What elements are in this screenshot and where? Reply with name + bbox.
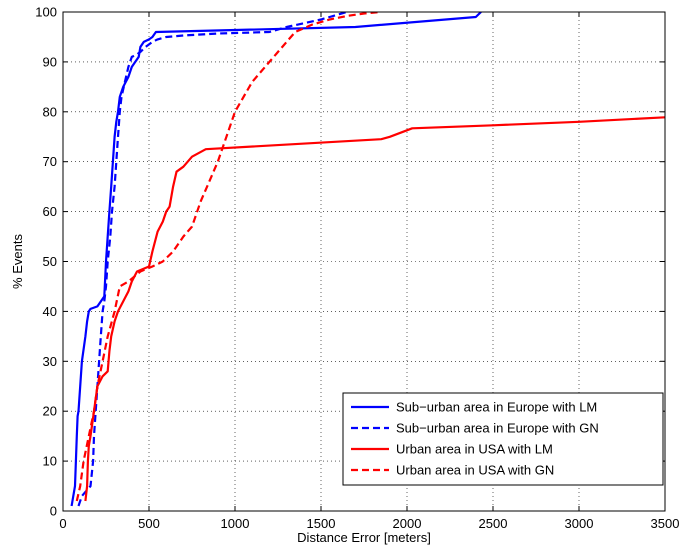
x-tick-label: 3000 [565, 516, 594, 531]
y-tick-label: 80 [43, 104, 57, 119]
series-line-1 [70, 12, 482, 507]
y-tick-label: 100 [35, 5, 57, 20]
x-tick-label: 0 [59, 516, 66, 531]
y-tick-label: 60 [43, 204, 57, 219]
x-tick-label: 1500 [307, 516, 336, 531]
legend-label: Sub−urban area in Europe with LM [396, 400, 597, 415]
x-tick-label: 2000 [393, 516, 422, 531]
x-tick-label: 500 [138, 516, 160, 531]
x-tick-label: 3500 [651, 516, 680, 531]
x-tick-label: 1000 [221, 516, 250, 531]
legend-label: Urban area in USA with LM [396, 442, 553, 457]
legend-label: Sub−urban area in Europe with GN [396, 421, 599, 436]
y-tick-label: 20 [43, 404, 57, 419]
series-layer [70, 12, 665, 507]
y-tick-label: 30 [43, 354, 57, 369]
legend-label: Urban area in USA with GN [396, 463, 554, 478]
axis-ticks: 0 500 1000 1500 2000 2500 3000 3500 0 10 20 30 40 50 6… [35, 5, 679, 532]
y-tick-label: 70 [43, 154, 57, 169]
y-tick-label: 0 [50, 504, 57, 519]
y-tick-label: 90 [43, 54, 57, 69]
y-tick-label: 40 [43, 304, 57, 319]
legend: Sub−urban area in Europe with LM Sub−urba… [342, 392, 664, 486]
y-tick-label: 50 [43, 254, 57, 269]
series-line-4 [75, 12, 382, 502]
y-tick-label: 10 [43, 454, 57, 469]
x-tick-label: 2500 [479, 516, 508, 531]
x-axis-label: Distance Error [meters] [297, 530, 431, 545]
y-axis-label: % Events [10, 234, 25, 289]
legend-box [342, 392, 664, 486]
series-lines [70, 12, 665, 507]
